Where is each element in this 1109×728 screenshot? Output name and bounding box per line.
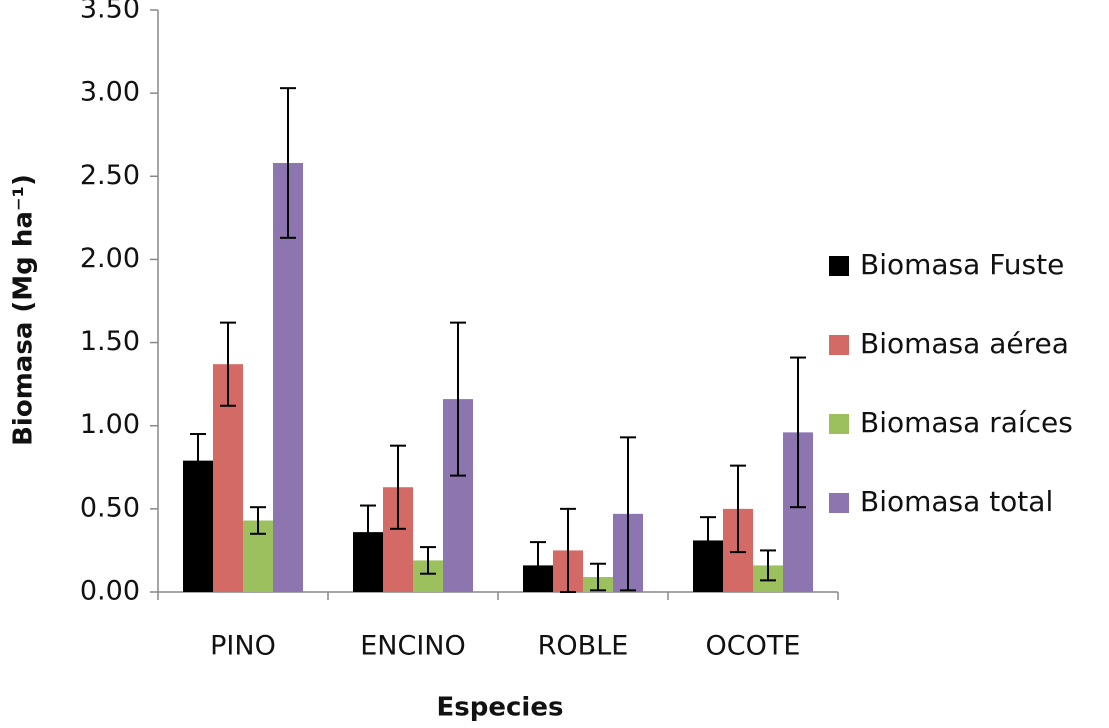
- y-tick-label: 0.00: [80, 576, 140, 607]
- error-bar: [390, 444, 406, 530]
- error-bar: [450, 321, 466, 477]
- y-tick-label: 1.50: [80, 326, 140, 357]
- x-tick-label: ROBLE: [538, 631, 629, 662]
- error-bar: [250, 506, 266, 535]
- error-bar: [700, 516, 716, 565]
- error-bar: [220, 321, 236, 407]
- y-tick-label: 2.00: [80, 243, 140, 274]
- y-tick-label: 2.50: [80, 160, 140, 191]
- x-tick-label: PINO: [210, 631, 276, 662]
- y-tick-label: 3.50: [80, 0, 140, 25]
- y-axis-title: Biomasa (Mg ha⁻¹): [9, 174, 39, 446]
- error-bar: [760, 549, 776, 582]
- error-bar: [560, 507, 576, 593]
- legend-label: Biomasa total: [860, 485, 1053, 518]
- error-bar: [190, 433, 206, 489]
- error-bar: [730, 464, 746, 554]
- x-tick-label: OCOTE: [706, 631, 801, 662]
- error-bar: [590, 562, 606, 592]
- legend-swatch: [829, 414, 849, 434]
- x-tick-label: ENCINO: [360, 631, 466, 662]
- legend-label: Biomasa Fuste: [860, 248, 1064, 281]
- legend-label: Biomasa aérea: [860, 327, 1069, 360]
- legend-label: Biomasa raíces: [860, 406, 1073, 439]
- y-tick-label: 1.00: [80, 409, 140, 440]
- legend-swatch: [829, 335, 849, 355]
- error-bar: [790, 356, 806, 509]
- error-bar: [530, 541, 546, 590]
- x-axis-title: Especies: [437, 693, 564, 723]
- legend-swatch: [829, 493, 849, 513]
- y-tick-label: 0.50: [80, 492, 140, 523]
- y-tick-label: 3.00: [80, 77, 140, 108]
- error-bar: [360, 504, 376, 560]
- error-bar: [280, 87, 296, 239]
- error-bar: [420, 546, 436, 575]
- legend-swatch: [829, 256, 849, 276]
- error-bar: [620, 436, 636, 592]
